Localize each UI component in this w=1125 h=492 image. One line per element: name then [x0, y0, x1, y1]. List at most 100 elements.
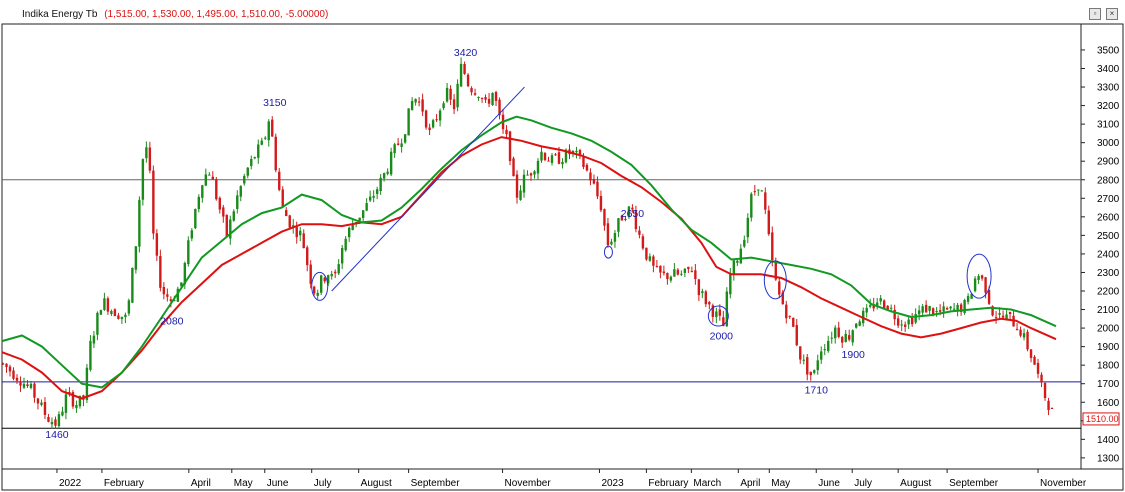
candle-body: [659, 265, 662, 273]
price-annotation: 1460: [45, 429, 69, 441]
restore-window-icon[interactable]: ▫: [1089, 8, 1101, 20]
candle-body: [22, 383, 26, 388]
candle-body: [494, 92, 498, 101]
candle-body: [896, 318, 900, 326]
candle-body: [424, 110, 428, 128]
candle-body: [966, 296, 970, 302]
candle-body: [396, 143, 400, 145]
candle-body: [683, 268, 687, 273]
instrument-name: Indika Energy Tb: [22, 9, 98, 20]
candle-body: [288, 215, 291, 228]
candle-body: [767, 210, 770, 235]
candle-body: [347, 227, 351, 238]
candle-body: [715, 311, 718, 318]
candle-body: [886, 305, 889, 310]
close-window-icon[interactable]: ×: [1106, 8, 1118, 20]
candle-body: [320, 275, 323, 293]
candle-body: [617, 218, 620, 232]
candle-body: [998, 313, 1001, 315]
candle-body: [15, 377, 19, 381]
candle-body: [529, 173, 533, 176]
candle-body: [64, 394, 68, 413]
x-tick-label: April: [740, 478, 760, 489]
candle-body: [515, 174, 519, 198]
highlight-ellipse: [603, 245, 613, 259]
candle-body: [316, 292, 319, 296]
candle-body: [753, 191, 757, 193]
candle-body: [498, 99, 501, 116]
y-tick-label: 1600: [1097, 398, 1120, 409]
candle-body: [470, 88, 473, 93]
candle-body: [141, 159, 145, 200]
candle-body: [610, 241, 613, 245]
candle-body: [1015, 328, 1019, 331]
candle-body: [487, 98, 491, 104]
candle-body: [708, 302, 711, 305]
candle-body: [250, 158, 253, 166]
candle-body: [225, 214, 228, 237]
candle-body: [1, 363, 5, 365]
candle-body: [480, 97, 484, 99]
candle-body: [358, 217, 361, 221]
candle-body: [306, 247, 309, 266]
candle-body: [96, 312, 99, 335]
candle-body: [438, 110, 442, 121]
candle-body: [743, 239, 746, 247]
candle-body: [750, 193, 753, 218]
candle-body: [694, 270, 697, 280]
y-tick-label: 3400: [1097, 64, 1120, 75]
x-tick-label: 2023: [601, 478, 624, 489]
price-axis-panel: [1080, 23, 1124, 470]
candle-body: [942, 306, 945, 312]
candle-body: [201, 185, 204, 198]
candle-body: [1005, 314, 1008, 320]
highlight-ellipse: [707, 305, 729, 327]
candle-body: [285, 210, 288, 217]
candle-body: [526, 174, 529, 176]
candle-body: [459, 63, 463, 87]
candle-body: [33, 383, 36, 398]
candle-body: [882, 300, 886, 308]
candle-body: [302, 233, 305, 249]
candle-body: [484, 97, 487, 100]
plot-area: [1, 23, 1082, 470]
candle-body: [1001, 315, 1005, 318]
candle-body: [54, 419, 57, 426]
candle-body: [222, 207, 225, 217]
candle-body: [400, 143, 403, 147]
candle-body: [634, 210, 638, 230]
moving-averages: [1, 115, 1057, 400]
candle-body: [1047, 400, 1050, 410]
candle-body: [435, 119, 438, 121]
candle-body: [271, 119, 274, 137]
candle-body: [575, 150, 578, 153]
candle-body: [613, 233, 617, 242]
candle-body: [78, 395, 82, 407]
candle-body: [40, 402, 43, 405]
candle-body: [907, 319, 910, 325]
price-annotations: 1460 2080 3150 3420 2650 2000 1710 1900: [45, 47, 865, 441]
candle-body: [582, 156, 585, 167]
candle-body: [403, 134, 407, 143]
candle-body: [264, 137, 267, 139]
candle-body: [729, 272, 732, 295]
candle-body: [145, 147, 148, 159]
candle-body: [236, 195, 239, 209]
x-tick-label: February: [104, 478, 144, 489]
candle-body: [229, 219, 232, 239]
candle-body: [253, 157, 256, 159]
candle-body: [197, 196, 201, 210]
candle-body: [491, 92, 494, 106]
candle-body: [606, 223, 610, 246]
candle-body: [680, 273, 683, 275]
candle-body: [333, 271, 337, 274]
y-axis-ticks: 1300140015001600170018001900200021002200…: [1081, 45, 1120, 464]
candle-body: [337, 264, 340, 274]
candle-body: [379, 177, 382, 192]
candle-body: [410, 101, 414, 110]
candle-body: [949, 306, 952, 309]
candle-body: [368, 196, 372, 201]
y-tick-label: 1300: [1097, 453, 1120, 464]
candle-body: [326, 275, 330, 284]
